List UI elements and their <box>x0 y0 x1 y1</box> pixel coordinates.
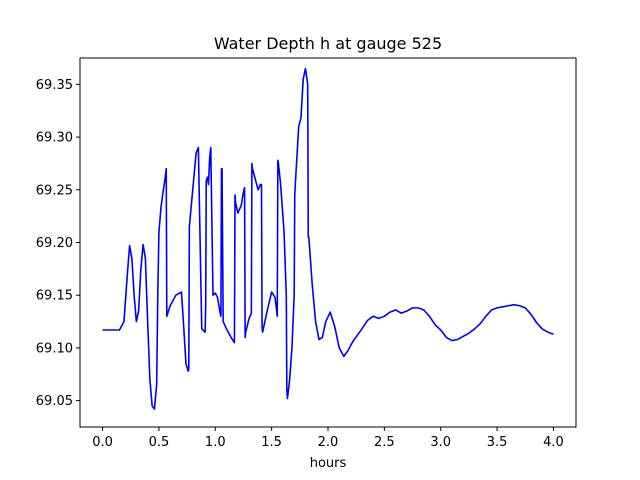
x-tick-label: 2.5 <box>374 435 395 450</box>
y-axis: 69.05 69.10 69.15 69.20 69.25 69.30 69.35 <box>36 78 80 409</box>
x-tick-label: 0.0 <box>92 435 113 450</box>
plot-frame <box>79 57 577 428</box>
y-tick-label: 69.05 <box>36 394 73 409</box>
y-tick-label: 69.35 <box>36 78 73 93</box>
x-tick-label: 2.0 <box>318 435 339 450</box>
y-tick-label: 69.15 <box>36 289 73 304</box>
y-tick-label: 69.10 <box>36 341 73 356</box>
y-tick-label: 69.20 <box>36 236 73 251</box>
x-tick-label: 0.5 <box>149 435 170 450</box>
x-tick-label: 3.5 <box>487 435 508 450</box>
x-tick-label: 4.0 <box>543 435 564 450</box>
x-axis: 0.0 0.5 1.0 1.5 2.0 2.5 3.0 3.5 4.0 <box>92 427 564 450</box>
series-line <box>102 67 554 410</box>
y-tick-label: 69.30 <box>36 131 73 146</box>
y-tick-label: 69.25 <box>36 183 73 198</box>
x-tick-label: 1.0 <box>205 435 226 450</box>
x-tick-label: 1.5 <box>261 435 282 450</box>
chart-title: Water Depth h at gauge 525 <box>214 34 442 53</box>
x-axis-label: hours <box>310 456 347 471</box>
x-tick-label: 3.0 <box>430 435 451 450</box>
